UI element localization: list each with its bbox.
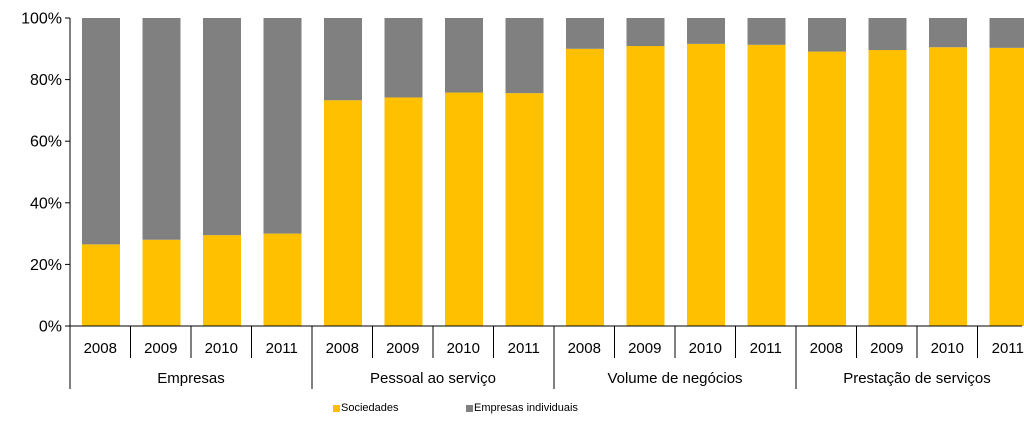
year-label-11: 2011 bbox=[750, 340, 782, 357]
bar-empresas-individuais-4 bbox=[324, 18, 362, 101]
bar-empresas-individuais-11 bbox=[747, 18, 786, 45]
bar-sociedades-4 bbox=[324, 100, 362, 327]
bar-empresas-individuais-7 bbox=[505, 18, 544, 94]
bar-sociedades-15 bbox=[989, 47, 1024, 326]
year-label-5: 2009 bbox=[386, 340, 419, 357]
y-tick-label-5: 100% bbox=[21, 11, 62, 28]
bar-sociedades-9 bbox=[626, 46, 665, 326]
year-label-9: 2009 bbox=[628, 340, 661, 357]
bars-layer bbox=[82, 18, 1024, 327]
year-label-4: 2008 bbox=[326, 340, 359, 357]
year-label-3: 2011 bbox=[266, 340, 298, 357]
bar-sociedades-2 bbox=[203, 235, 241, 326]
y-tick-label-4: 80% bbox=[30, 72, 62, 89]
y-tick-label-2: 40% bbox=[30, 195, 62, 212]
legend-label-sociedades: Sociedades bbox=[341, 402, 399, 414]
year-label-10: 2010 bbox=[689, 340, 722, 357]
group-label-empresas: Empresas bbox=[157, 370, 225, 387]
group-label-prestacao-de-servicos: Prestação de serviços bbox=[843, 370, 991, 387]
bar-empresas-individuais-12 bbox=[808, 18, 846, 52]
bar-sociedades-13 bbox=[868, 50, 907, 326]
bar-empresas-individuais-14 bbox=[929, 18, 967, 48]
year-label-1: 2009 bbox=[144, 340, 177, 357]
bar-sociedades-8 bbox=[566, 48, 604, 327]
bar-empresas-individuais-1 bbox=[142, 18, 181, 240]
legend: Sociedades Empresas individuais bbox=[0, 402, 1024, 420]
bar-empresas-individuais-9 bbox=[626, 18, 665, 47]
year-label-14: 2010 bbox=[931, 340, 964, 357]
group-label-volume-de-negocios: Volume de negócios bbox=[607, 370, 742, 387]
bar-empresas-individuais-13 bbox=[868, 18, 907, 51]
bar-empresas-individuais-2 bbox=[203, 18, 241, 236]
year-label-7: 2011 bbox=[508, 340, 540, 357]
labels-layer: 0% 20% 40% 60% 80% 100% 2008 2009 2010 2011 Empres… bbox=[21, 11, 1024, 388]
legend-item-sociedades: Sociedades bbox=[333, 402, 399, 414]
bar-sociedades-12 bbox=[808, 51, 846, 326]
bar-empresas-individuais-0 bbox=[82, 18, 120, 245]
y-tick-label-0: 0% bbox=[39, 319, 62, 336]
bar-sociedades-14 bbox=[929, 47, 967, 326]
year-label-13: 2009 bbox=[870, 340, 903, 357]
legend-label-empresas-individuais: Empresas individuais bbox=[474, 402, 578, 414]
bar-empresas-individuais-8 bbox=[566, 18, 604, 49]
bar-sociedades-3 bbox=[263, 233, 302, 326]
group-label-pessoal-ao-servico: Pessoal ao serviço bbox=[370, 370, 496, 387]
bar-empresas-individuais-5 bbox=[384, 18, 423, 98]
y-tick-label-3: 60% bbox=[30, 134, 62, 151]
bar-sociedades-5 bbox=[384, 97, 423, 327]
bar-empresas-individuais-10 bbox=[687, 18, 725, 44]
year-label-6: 2010 bbox=[447, 340, 480, 357]
legend-item-empresas-individuais: Empresas individuais bbox=[466, 402, 578, 414]
year-label-0: 2008 bbox=[84, 340, 117, 357]
bar-sociedades-1 bbox=[142, 239, 181, 326]
bar-empresas-individuais-6 bbox=[445, 18, 483, 93]
axes-layer bbox=[65, 17, 1022, 389]
year-label-8: 2008 bbox=[568, 340, 601, 357]
year-label-15: 2011 bbox=[992, 340, 1024, 357]
bar-sociedades-0 bbox=[82, 244, 120, 326]
bar-empresas-individuais-3 bbox=[263, 18, 302, 234]
legend-swatch-empresas-individuais bbox=[466, 404, 473, 412]
bar-sociedades-11 bbox=[747, 44, 786, 327]
bar-sociedades-10 bbox=[687, 43, 725, 327]
bar-sociedades-6 bbox=[445, 92, 483, 326]
legend-swatch-sociedades bbox=[333, 404, 340, 412]
year-label-12: 2008 bbox=[810, 340, 843, 357]
year-label-2: 2010 bbox=[205, 340, 238, 357]
bar-sociedades-7 bbox=[505, 93, 544, 327]
bar-empresas-individuais-15 bbox=[989, 18, 1024, 48]
y-tick-label-1: 20% bbox=[30, 257, 62, 274]
